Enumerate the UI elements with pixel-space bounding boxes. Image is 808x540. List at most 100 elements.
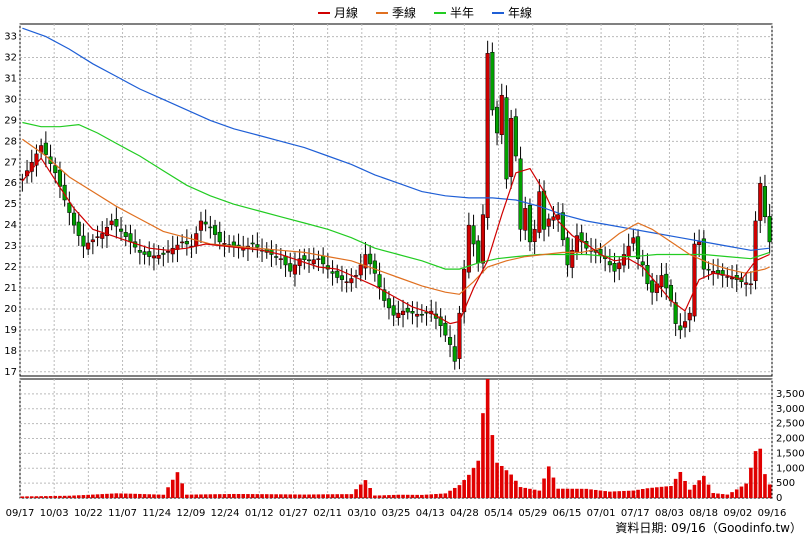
candle-body <box>612 263 617 272</box>
volume-bar <box>302 494 307 498</box>
volume-bar <box>293 494 297 498</box>
price-tick-label: 27 <box>4 157 17 168</box>
x-tick-label: 02/11 <box>313 508 342 519</box>
candle-body <box>415 313 420 317</box>
legend-item-month: 月線 <box>318 4 358 21</box>
volume-bar <box>147 494 152 498</box>
candle-body <box>372 260 377 274</box>
candle-body <box>725 276 730 278</box>
candle-body <box>109 220 114 226</box>
candle-body <box>316 258 321 260</box>
candle-body <box>274 256 279 258</box>
candle-body <box>213 225 218 235</box>
volume-bar <box>753 451 758 498</box>
candle-body <box>410 311 415 314</box>
candle-body <box>67 202 72 213</box>
candle-body <box>659 275 664 288</box>
volume-tick-label: 500 <box>776 478 795 489</box>
candle-body <box>339 275 344 280</box>
volume-bar <box>189 494 194 498</box>
volume-bar <box>25 496 29 498</box>
volume-bar <box>523 487 528 498</box>
price-tick-label: 20 <box>4 304 17 315</box>
volume-bar <box>537 490 542 498</box>
volume-bar <box>119 493 123 498</box>
volume-bar <box>279 494 283 498</box>
volume-bar <box>711 493 716 498</box>
volume-bar <box>443 493 448 498</box>
volume-bar <box>264 494 269 498</box>
candle-body <box>631 237 636 244</box>
price-tick-label: 18 <box>4 346 17 357</box>
volume-bar <box>420 494 424 498</box>
volume-bar <box>91 494 95 498</box>
candle-body <box>161 252 166 255</box>
candle-body <box>166 251 171 253</box>
volume-bar <box>387 495 391 498</box>
candle-body <box>706 268 711 271</box>
volume-bar <box>53 495 58 498</box>
candle-body <box>354 275 359 277</box>
volume-bar <box>321 494 325 498</box>
x-tick-label: 07/01 <box>587 508 616 519</box>
volume-bar <box>734 489 739 498</box>
candle-body <box>321 255 326 265</box>
candle-body <box>100 233 105 239</box>
x-tick-label: 12/09 <box>176 508 205 519</box>
volume-bar <box>697 480 701 498</box>
x-tick-label: 03/25 <box>382 508 411 519</box>
volume-bar <box>133 493 137 498</box>
volume-tick-label: 3,000 <box>776 404 805 415</box>
candle-body <box>123 232 128 237</box>
volume-tick-label: 2,500 <box>776 419 805 430</box>
x-tick-label: 08/03 <box>655 508 684 519</box>
candle-body <box>720 270 725 276</box>
candle-body <box>542 190 547 230</box>
volume-bar <box>725 494 730 498</box>
candle-body <box>278 258 283 260</box>
volume-bar <box>476 460 481 498</box>
volume-tick-label: 0 <box>776 493 782 504</box>
volume-bar <box>593 489 598 498</box>
volume-bar <box>744 483 748 498</box>
legend-swatch-quarter <box>376 11 389 14</box>
candle-body <box>753 220 758 282</box>
candle-body <box>617 262 622 270</box>
volume-bar <box>326 494 330 498</box>
volume-bar <box>297 494 302 498</box>
candle-body <box>565 237 570 266</box>
candle-body <box>184 241 189 245</box>
x-tick-label: 11/24 <box>142 508 171 519</box>
volume-bar <box>739 486 744 498</box>
candle-body <box>307 259 312 262</box>
price-tick-label: 31 <box>4 73 17 84</box>
volume-bar <box>175 472 180 498</box>
volume-bar <box>340 494 344 498</box>
volume-bar <box>546 466 551 498</box>
candle-body <box>697 241 702 246</box>
volume-bar <box>664 486 669 498</box>
candle-body <box>222 243 227 245</box>
candle-body <box>119 228 124 232</box>
legend-label-half: 半年 <box>450 6 475 20</box>
candle-body <box>471 225 476 245</box>
volume-bar <box>720 494 725 498</box>
legend-label-quarter: 季線 <box>392 6 417 20</box>
volume-bar <box>44 496 48 498</box>
candle-body <box>715 270 721 274</box>
candle-body <box>53 165 58 174</box>
volume-bar <box>504 470 509 498</box>
volume-bar <box>114 493 119 498</box>
volume-bar <box>448 490 452 498</box>
volume-bar <box>316 494 321 498</box>
candle-body <box>358 264 363 276</box>
candle-body <box>377 274 382 288</box>
volume-bar <box>452 487 457 498</box>
candle-body <box>570 250 575 268</box>
legend-label-month: 月線 <box>334 6 359 20</box>
legend-item-half: 半年 <box>434 4 474 21</box>
volume-bar <box>373 495 377 498</box>
candle-body <box>744 282 749 285</box>
price-tick-label: 29 <box>4 115 17 126</box>
volume-bar <box>180 483 184 498</box>
